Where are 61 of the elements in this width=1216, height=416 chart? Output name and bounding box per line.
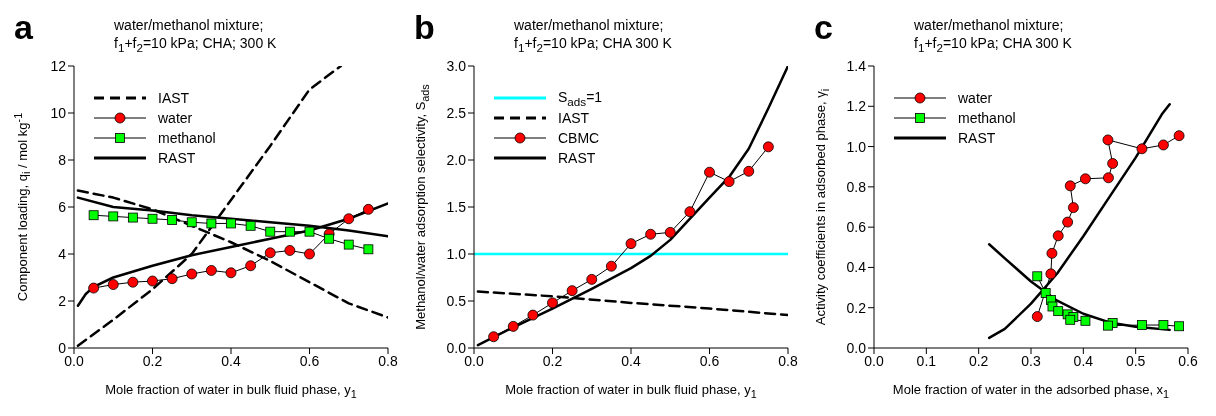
legend-label: water [958, 90, 993, 106]
x-tick-label: 0.6 [1178, 352, 1198, 369]
legend-label: RAST [558, 150, 596, 166]
y-tick-label: 8 [58, 151, 67, 168]
y-tick-label: 0.4 [846, 259, 867, 276]
legend-label: methanol [958, 110, 1016, 126]
y-tick-label: 1.0 [446, 245, 467, 262]
x-tick-label: 0.4 [221, 352, 241, 369]
text: water/methanol mixture; [914, 16, 1065, 34]
y-tick-label: 0.8 [846, 178, 867, 195]
y-tick-label: 1.5 [446, 198, 467, 215]
legend-label: methanol [158, 130, 216, 146]
x-tick-label: 0.3 [1021, 352, 1041, 369]
y-tick-label: 0 [58, 339, 67, 356]
x-axis-title: Mole fraction of water in the adsorbed phase, x$_{1}$ [891, 382, 1171, 400]
legend-label: S$_{ads}$=1 [558, 88, 603, 108]
x-tick-label: 0.2 [142, 352, 163, 369]
x-tick-label: 0.6 [299, 352, 320, 369]
y-tick-label: 10 [50, 104, 67, 121]
x-axis-title: Mole fraction of water in bulk fluid phase, y$_{1}$ [104, 382, 358, 400]
y-tick-label: 0.0 [446, 339, 467, 356]
legend-label: RAST [158, 150, 196, 166]
y-tick-label: 0.0 [846, 339, 867, 356]
y-tick-label: 6 [58, 198, 67, 215]
y-tick-label: 0.2 [846, 299, 867, 316]
y-tick-label: 0.5 [446, 292, 467, 309]
x-tick-label: 0.0 [464, 352, 484, 369]
y-tick-label: 1.2 [846, 98, 867, 115]
legend-label: CBMC [558, 130, 600, 146]
y-tick-label: 2 [58, 292, 67, 309]
text: a [14, 8, 33, 47]
text: f$_{1}$+f$_{2}$=10 kPa; CHA 300 K [514, 34, 672, 56]
y-tick-label: 4 [58, 245, 67, 262]
x-tick-label: 0.4 [621, 352, 641, 369]
x-tick-label: 0.2 [542, 352, 563, 369]
x-tick-label: 0.1 [916, 352, 937, 369]
text: f$_{1}$+f$_{2}$=10 kPa; CHA; 300 K [114, 34, 277, 56]
x-tick-label: 0.6 [699, 352, 720, 369]
x-tick-label: 0.5 [1125, 352, 1146, 369]
y-tick-label: 2.5 [446, 104, 467, 121]
y-tick-label: 12 [50, 57, 67, 74]
text: water/methanol mixture; [514, 16, 665, 34]
text: b [414, 8, 435, 47]
text: f$_{1}$+f$_{2}$=10 kPa; CHA 300 K [914, 34, 1072, 56]
y-tick-label: 1.0 [846, 138, 867, 155]
legend-label: RAST [958, 130, 996, 146]
legend-label: IAST [158, 90, 190, 106]
x-tick-label: 0.8 [378, 352, 398, 369]
y-tick-label: 0.6 [846, 219, 867, 236]
text: c [814, 8, 833, 47]
y-tick-label: 2.0 [446, 151, 467, 168]
legend-label: IAST [558, 110, 590, 126]
x-tick-label: 0.2 [968, 352, 989, 369]
y-tick-label: 3.0 [446, 57, 467, 74]
legend-label: water [158, 110, 193, 126]
text: water/methanol mixture; [114, 16, 265, 34]
x-tick-label: 0.4 [1073, 352, 1094, 369]
x-axis-title: Mole fraction of water in bulk fluid phase, y$_{1}$ [504, 382, 758, 400]
y-tick-label: 1.4 [846, 57, 867, 74]
x-tick-label: 0.0 [864, 352, 884, 369]
x-tick-label: 0.8 [778, 352, 798, 369]
